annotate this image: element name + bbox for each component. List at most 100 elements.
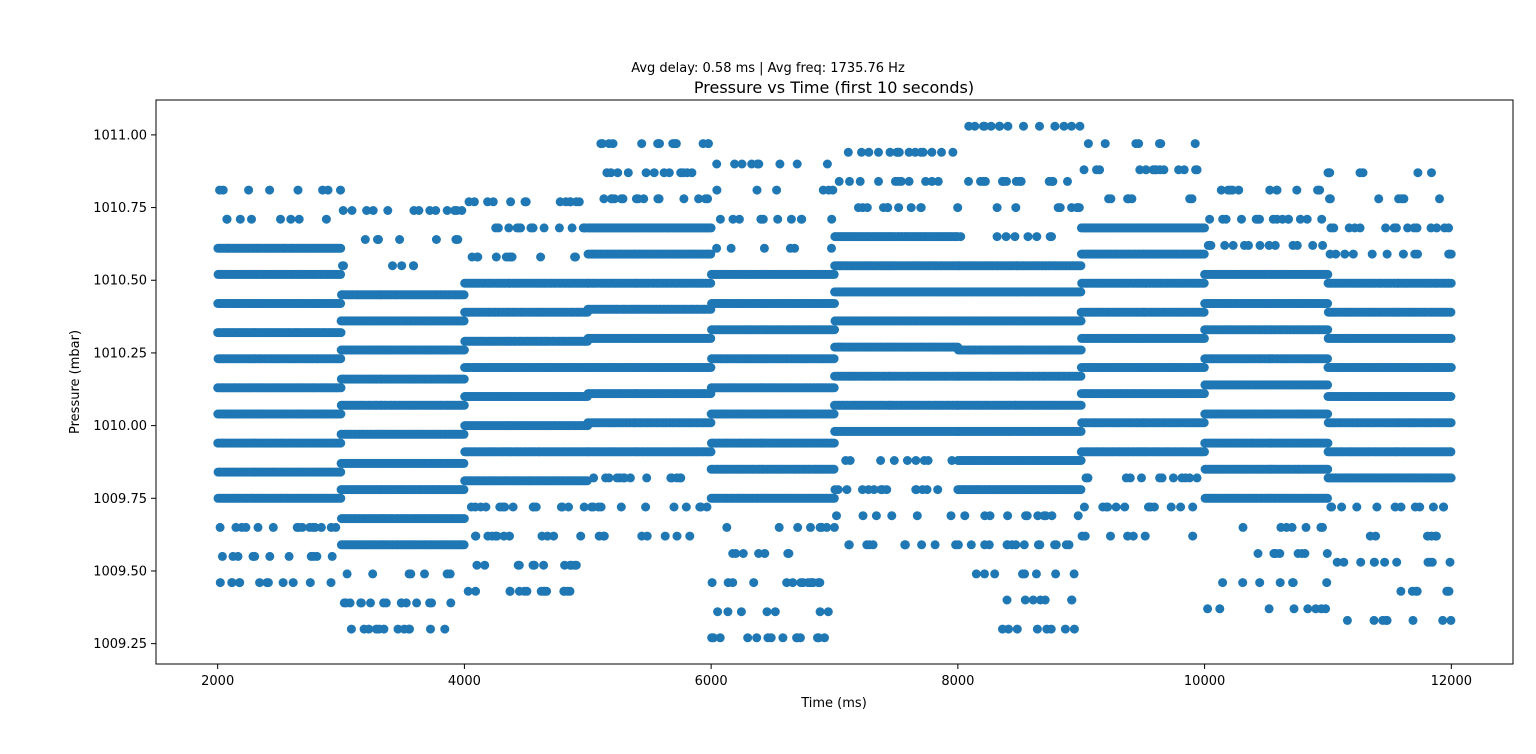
data-point [450, 206, 460, 215]
data-point [228, 551, 238, 561]
data-point [459, 485, 469, 495]
data-point [395, 235, 405, 244]
data-point [723, 607, 733, 617]
data-point [336, 438, 346, 448]
data-point [706, 333, 716, 343]
data-point [231, 522, 241, 532]
data-point [829, 493, 839, 503]
data-point [930, 540, 940, 550]
data-point [829, 383, 839, 393]
data-point [596, 139, 606, 149]
data-point [297, 522, 307, 532]
data-point [336, 409, 346, 419]
data-point [431, 206, 441, 215]
data-point [397, 261, 407, 271]
data-point [293, 185, 303, 195]
data-point [669, 502, 679, 512]
data-point [879, 203, 888, 213]
data-point [845, 176, 854, 186]
data-point [366, 598, 375, 608]
data-point [345, 598, 355, 608]
data-point [521, 197, 531, 207]
data-point [653, 194, 663, 204]
data-point [843, 147, 853, 157]
data-point [703, 139, 713, 149]
data-point [599, 531, 609, 541]
data-point [565, 197, 575, 207]
data-point [706, 447, 716, 457]
data-point [537, 531, 547, 541]
data-point [728, 578, 738, 588]
data-point [864, 147, 874, 157]
data-point [649, 168, 659, 178]
data-point [620, 473, 629, 483]
data-point [815, 607, 825, 617]
data-point [222, 214, 232, 224]
data-point [827, 243, 836, 253]
data-point [874, 147, 883, 157]
data-point [675, 473, 685, 483]
data-point [830, 485, 840, 495]
data-point [736, 607, 746, 617]
data-point [471, 586, 481, 596]
data-point [953, 203, 963, 213]
data-point [871, 511, 881, 521]
data-point [946, 511, 956, 521]
data-point [338, 206, 348, 215]
data-point [247, 214, 256, 224]
data-point [854, 203, 863, 213]
data-point [347, 206, 357, 215]
data-point [830, 325, 839, 335]
data-point [669, 139, 679, 149]
data-point [336, 185, 345, 195]
data-point [702, 502, 712, 512]
data-point [327, 551, 337, 561]
data-point [829, 269, 839, 279]
data-point [268, 522, 278, 532]
data-point [793, 522, 803, 532]
data-point [459, 514, 469, 524]
data-point [666, 473, 676, 483]
data-point [900, 540, 910, 550]
data-point [459, 374, 469, 384]
data-point [483, 531, 493, 541]
data-point [731, 549, 741, 558]
chart-title: Pressure vs Time (first 10 seconds) [694, 78, 974, 97]
data-point [571, 252, 580, 262]
data-point [773, 214, 783, 224]
data-point [752, 633, 762, 643]
data-point [321, 214, 331, 224]
data-point [235, 578, 244, 588]
data-point [218, 185, 228, 195]
data-point [828, 185, 838, 195]
data-point [589, 473, 599, 483]
data-point [743, 633, 753, 643]
data-point [459, 458, 469, 468]
data-point [775, 159, 785, 169]
data-point [457, 206, 467, 215]
data-point [336, 269, 346, 279]
data-point [512, 223, 522, 233]
data-point [379, 598, 389, 608]
data-point [507, 252, 517, 262]
data-point [360, 235, 370, 244]
data-point [722, 522, 732, 532]
data-point [885, 147, 895, 157]
data-point [712, 185, 722, 195]
data-point [508, 502, 518, 512]
data-point [531, 502, 541, 512]
data-point [431, 235, 441, 244]
data-point [488, 197, 498, 207]
data-point [834, 176, 844, 186]
data-point [263, 578, 273, 588]
data-point [766, 633, 776, 643]
data-point [276, 214, 285, 224]
data-point [383, 206, 393, 215]
data-point [823, 607, 833, 617]
data-point [442, 569, 452, 579]
data-point [305, 578, 315, 588]
data-point [576, 531, 586, 541]
data-point [912, 511, 922, 521]
data-point [933, 176, 943, 186]
